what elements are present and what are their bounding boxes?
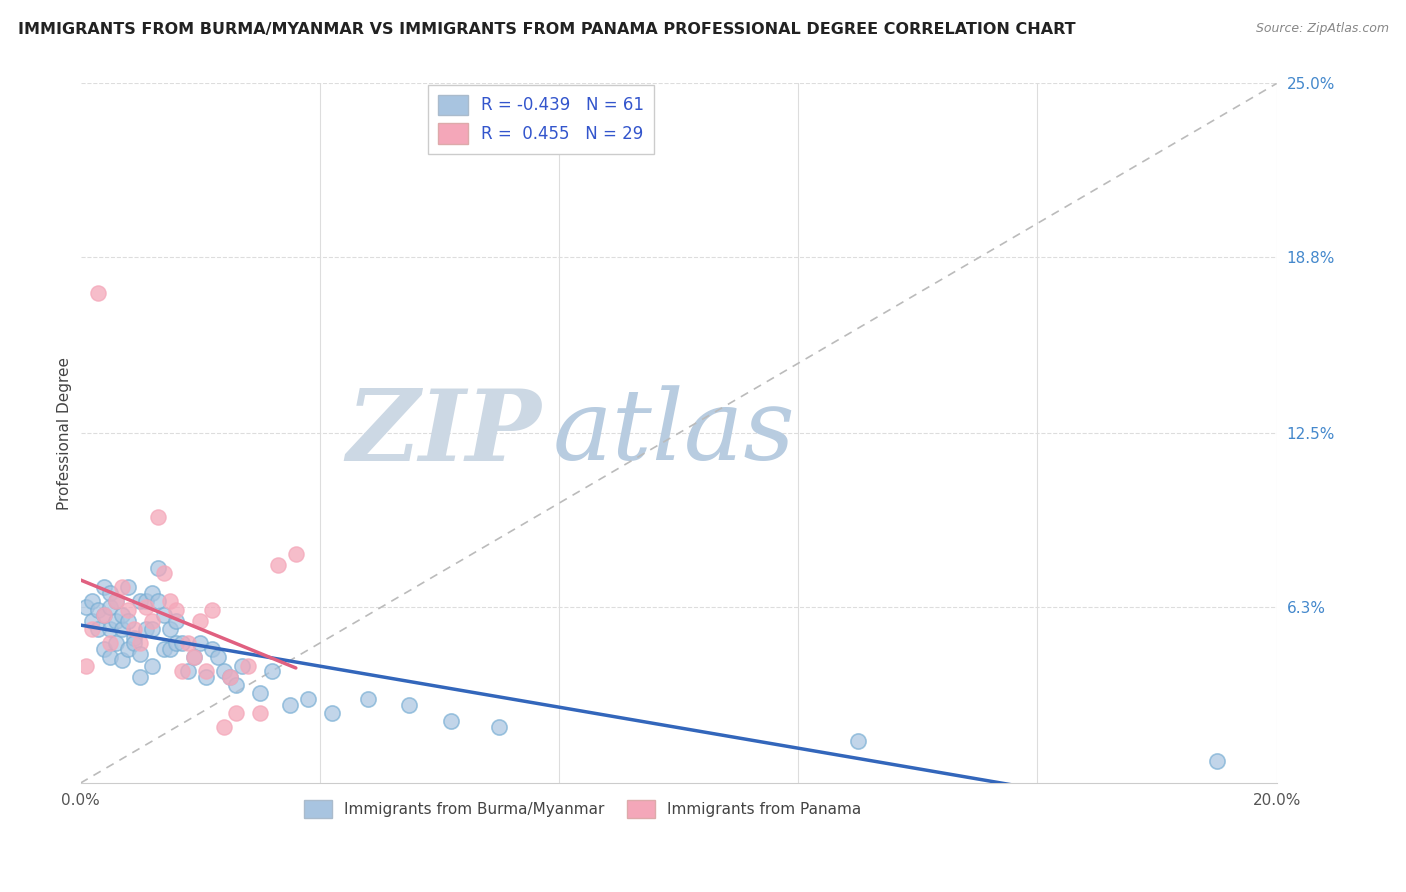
Point [82, 594, 104, 608]
Point [195, 664, 218, 678]
Point [153, 566, 176, 581]
Point [183, 650, 205, 665]
Point [148, 510, 170, 524]
Point [135, 622, 157, 636]
Point [124, 622, 146, 636]
Point [105, 614, 128, 628]
Point [201, 641, 224, 656]
Point [231, 658, 253, 673]
Point [105, 594, 128, 608]
Point [148, 560, 170, 574]
Point [177, 664, 200, 678]
Point [284, 547, 307, 561]
Point [440, 714, 463, 729]
Point [141, 586, 163, 600]
Point [129, 670, 152, 684]
Point [165, 614, 187, 628]
Point [111, 580, 134, 594]
Point [111, 622, 134, 636]
Point [201, 602, 224, 616]
Point [153, 641, 176, 656]
Point [135, 599, 157, 614]
Point [278, 698, 301, 712]
Point [207, 650, 229, 665]
Point [93, 641, 115, 656]
Point [225, 678, 247, 692]
Text: IMMIGRANTS FROM BURMA/MYANMAR VS IMMIGRANTS FROM PANAMA PROFESSIONAL DEGREE CORR: IMMIGRANTS FROM BURMA/MYANMAR VS IMMIGRA… [18, 22, 1076, 37]
Point [87, 602, 110, 616]
Point [159, 594, 181, 608]
Point [159, 622, 181, 636]
Point [117, 641, 139, 656]
Point [249, 706, 271, 720]
Point [172, 636, 194, 650]
Point [111, 653, 134, 667]
Point [165, 602, 187, 616]
Point [129, 636, 152, 650]
Point [100, 622, 122, 636]
Point [124, 631, 146, 645]
Point [249, 686, 271, 700]
Point [141, 614, 163, 628]
Point [100, 599, 122, 614]
Point [195, 670, 218, 684]
Point [105, 594, 128, 608]
Point [153, 608, 176, 623]
Text: Source: ZipAtlas.com: Source: ZipAtlas.com [1256, 22, 1389, 36]
Point [124, 636, 146, 650]
Point [236, 658, 259, 673]
Point [183, 650, 205, 665]
Legend: Immigrants from Burma/Myanmar, Immigrants from Panama: Immigrants from Burma/Myanmar, Immigrant… [298, 794, 868, 824]
Point [321, 706, 343, 720]
Point [488, 720, 510, 734]
Point [141, 658, 163, 673]
Point [172, 664, 194, 678]
Point [177, 636, 200, 650]
Point [188, 614, 211, 628]
Point [846, 734, 869, 748]
Point [93, 608, 115, 623]
Point [267, 558, 290, 572]
Y-axis label: Professional Degree: Professional Degree [58, 357, 72, 509]
Point [105, 636, 128, 650]
Point [100, 586, 122, 600]
Point [100, 636, 122, 650]
Point [398, 698, 420, 712]
Point [93, 580, 115, 594]
Point [135, 594, 157, 608]
Point [129, 594, 152, 608]
Point [219, 670, 242, 684]
Point [212, 720, 235, 734]
Point [76, 599, 98, 614]
Point [219, 670, 242, 684]
Point [356, 692, 378, 706]
Point [76, 658, 98, 673]
Text: atlas: atlas [553, 385, 796, 481]
Point [111, 608, 134, 623]
Point [117, 614, 139, 628]
Point [212, 664, 235, 678]
Point [159, 641, 181, 656]
Point [148, 594, 170, 608]
Point [87, 622, 110, 636]
Point [100, 650, 122, 665]
Point [82, 622, 104, 636]
Text: ZIP: ZIP [346, 385, 541, 482]
Point [188, 636, 211, 650]
Point [225, 706, 247, 720]
Point [297, 692, 319, 706]
Point [82, 614, 104, 628]
Point [141, 622, 163, 636]
Point [260, 664, 283, 678]
Point [165, 636, 187, 650]
Point [1205, 754, 1227, 768]
Point [129, 648, 152, 662]
Point [117, 602, 139, 616]
Point [87, 286, 110, 301]
Point [117, 580, 139, 594]
Point [93, 608, 115, 623]
